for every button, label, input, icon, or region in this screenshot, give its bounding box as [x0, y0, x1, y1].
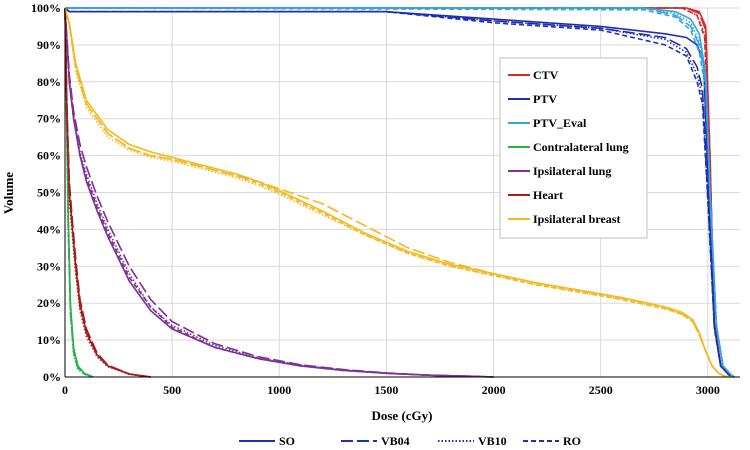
y-tick-label: 0%	[43, 370, 61, 384]
y-tick-label: 30%	[37, 259, 61, 273]
x-tick-label: 1000	[267, 383, 291, 397]
x-tick-label: 0	[62, 383, 68, 397]
legend-label-ptv: PTV	[533, 92, 557, 106]
y-tick-label: 50%	[37, 186, 61, 200]
series-ptv-ro	[64, 7, 734, 378]
x-axis-title: Dose (cGy)	[371, 408, 432, 423]
series-ipsilateral-breast-ro	[64, 7, 732, 378]
x-tick-label: 1500	[374, 383, 398, 397]
legend-label-contralateral-lung: Contralateral lung	[533, 140, 629, 154]
x-tick-label: 3000	[696, 383, 720, 397]
y-tick-label: 90%	[37, 38, 61, 52]
series-heart-ro	[64, 7, 151, 378]
series-heart-vb10	[64, 7, 151, 378]
y-tick-label: 20%	[37, 296, 61, 310]
tick-labels: 0% 10% 20% 30% 40% 50% 60% 70% 80% 90% 100% 0 500 100…	[31, 1, 720, 397]
y-axis-title: Volume	[1, 172, 16, 214]
axes	[64, 8, 740, 378]
x-tick-label: 2000	[482, 383, 506, 397]
x-tick-label: 500	[163, 383, 181, 397]
legend-label-ipsilateral-lung: Ipsilateral lung	[533, 164, 611, 178]
y-tick-label: 70%	[37, 112, 61, 126]
y-tick-label: 100%	[31, 1, 61, 15]
y-tick-label: 60%	[37, 149, 61, 163]
y-tick-label: 80%	[37, 75, 61, 89]
method-label-ro: RO	[563, 434, 581, 448]
series-ipsilateral-lung-ro	[64, 7, 494, 378]
legend-label-heart: Heart	[533, 188, 563, 202]
series-ptv-eval-vb10	[65, 7, 735, 378]
x-tick-label: 2500	[589, 383, 613, 397]
method-legend: SO VB04 VB10 RO	[239, 434, 581, 448]
series-ipsilateral-lung-vb04	[64, 7, 494, 378]
legend-label-ptv-eval: PTV_Eval	[533, 116, 587, 130]
method-label-vb10: VB10	[478, 434, 507, 448]
legend-label-ipsilateral-breast: Ipsilateral breast	[533, 212, 620, 226]
method-label-so: SO	[279, 434, 295, 448]
y-tick-label: 10%	[37, 333, 61, 347]
structure-legend: CTV PTV PTV_Eval Contralateral lung Ipsilate…	[499, 57, 648, 239]
legend-label-ctv: CTV	[533, 68, 559, 82]
series-ptv-eval-ro	[64, 7, 735, 378]
series-ptv-eval-vb04	[65, 7, 735, 378]
series-lines	[64, 7, 735, 378]
method-label-vb04: VB04	[381, 434, 410, 448]
y-tick-label: 40%	[37, 222, 61, 236]
